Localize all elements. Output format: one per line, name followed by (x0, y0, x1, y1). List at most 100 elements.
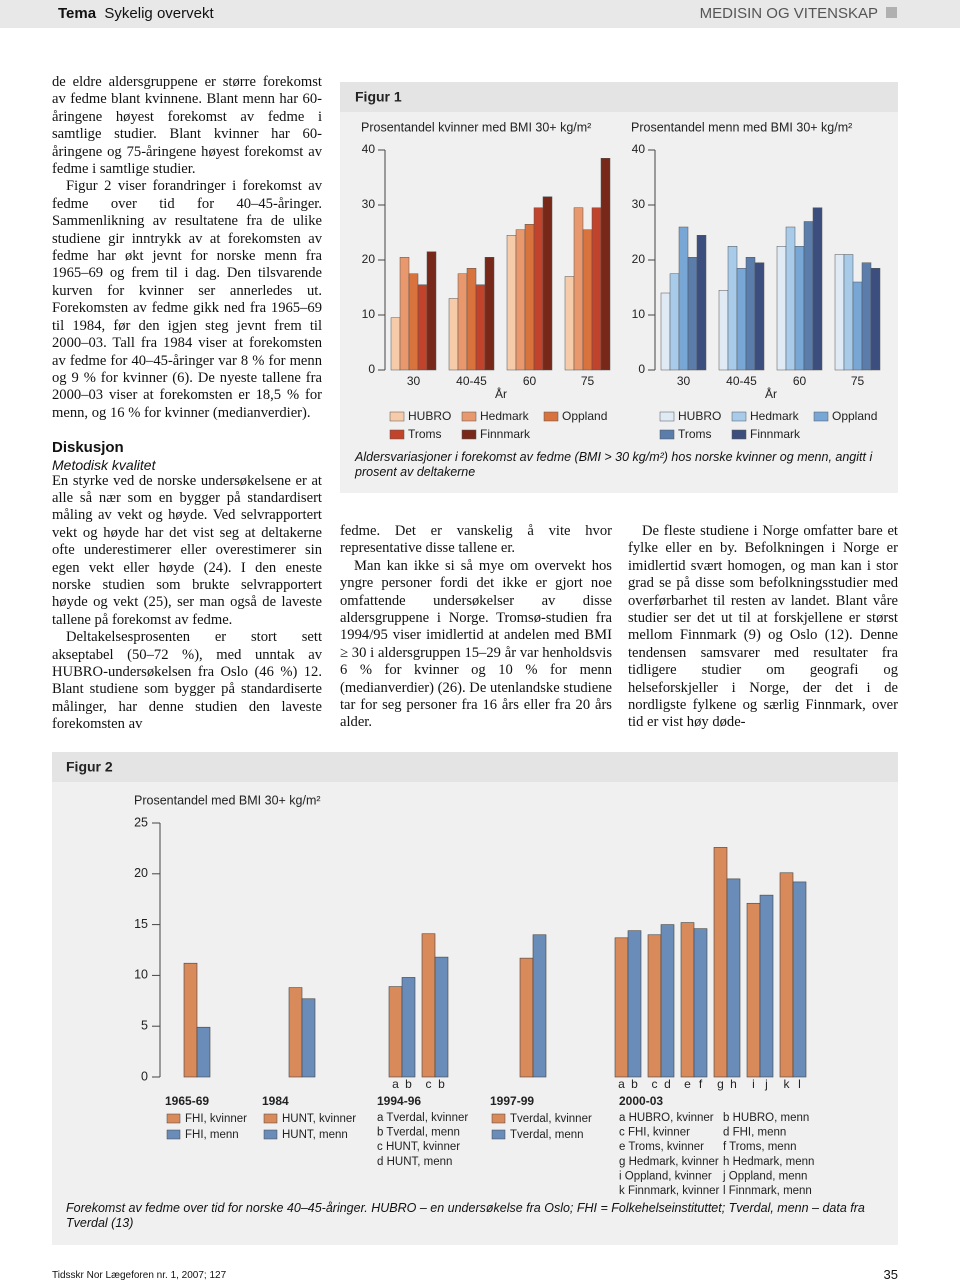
bar-letter: l (798, 1077, 801, 1091)
x-axis-label: År (495, 386, 507, 401)
legend-label: b Tverdal, menn (377, 1127, 460, 1139)
figure2-label: Figur 2 (66, 759, 113, 775)
bar (693, 928, 708, 1078)
legend-label: c FHI, kvinner (619, 1127, 690, 1139)
y-tick-label: 25 (134, 815, 148, 829)
legend-swatch (166, 1113, 181, 1124)
bar (591, 207, 602, 371)
legend-swatch (263, 1129, 278, 1140)
bar (408, 273, 419, 371)
bar (532, 934, 547, 1078)
bar (564, 276, 575, 371)
bar (426, 251, 437, 371)
bar (776, 246, 787, 371)
legend-label: Finnmark (750, 427, 801, 441)
bar-letter: c (426, 1077, 432, 1091)
bar (614, 937, 629, 1078)
bar (484, 257, 495, 371)
figure2-caption: Forekomst av fedme over tid for norske 4… (66, 1201, 865, 1230)
legend-label: FHI, kvinner (185, 1113, 247, 1125)
bar (417, 284, 428, 371)
bar (696, 235, 707, 371)
legend-label: e Troms, kvinner (619, 1141, 704, 1153)
legend-label: Hedmark (750, 409, 800, 423)
y-tick-label: 30 (362, 197, 376, 211)
bar (390, 317, 401, 371)
heading: Diskusjon (52, 439, 124, 457)
bar (475, 284, 486, 371)
bar (582, 229, 593, 371)
y-tick-label: 5 (141, 1018, 148, 1032)
figure1-caption: Aldersvariasjoner i forekomst av fedme (… (355, 450, 873, 479)
legend-label: h Hedmark, menn (723, 1156, 814, 1168)
y-tick-label: 20 (362, 252, 376, 266)
bar (669, 273, 680, 371)
bar (746, 902, 761, 1078)
bar (457, 273, 468, 371)
topic: Sykelig overvekt (104, 5, 214, 22)
figure1-header (340, 82, 898, 112)
bar-letter: b (631, 1077, 638, 1091)
bar (573, 207, 584, 371)
y-tick-label: 0 (368, 362, 375, 376)
legend-label: Oppland (832, 409, 877, 423)
legend-swatch (461, 411, 477, 422)
bar (794, 246, 805, 371)
bar (736, 268, 747, 371)
paragraph: fedme. Det er vanskelig å vite hvor repr… (340, 523, 612, 557)
bar (519, 957, 534, 1078)
y-tick-label: 20 (134, 866, 148, 880)
bar (745, 257, 756, 371)
figure2-header (52, 752, 898, 782)
bar (533, 207, 544, 371)
y-tick-label: 15 (134, 917, 148, 931)
bar (515, 229, 526, 371)
chart-title: Prosentandel menn med BMI 30+ kg/m² (631, 120, 852, 134)
x-tick-label: 40-45 (456, 374, 487, 388)
legend-swatch (813, 411, 829, 422)
bar (627, 930, 642, 1078)
department: MEDISIN OG VITENSKAP (699, 5, 878, 22)
legend-label: l Finnmark, menn (723, 1185, 812, 1197)
page-number: 35 (883, 1267, 898, 1282)
legend-label: Oppland (562, 409, 607, 423)
legend-swatch (543, 411, 559, 422)
legend-label: i Oppland, kvinner (619, 1170, 712, 1182)
legend-label: Troms (678, 427, 712, 441)
bar-letter: h (730, 1077, 737, 1091)
header-left: Tema Sykelig overvekt (58, 5, 214, 22)
legend-label: HUBRO (678, 409, 721, 423)
bar-letter: g (717, 1077, 724, 1091)
legend-swatch (731, 411, 747, 422)
bar (861, 262, 872, 371)
legend-label: HUNT, menn (282, 1129, 348, 1141)
bar (727, 246, 738, 371)
bar (792, 881, 807, 1078)
legend-swatch (263, 1113, 278, 1124)
legend-label: g Hedmark, kvinner (619, 1156, 719, 1168)
bar (660, 924, 675, 1078)
paragraph: Deltakelsesprosenten er stort sett aksep… (52, 629, 322, 733)
legend-label: FHI, menn (185, 1129, 239, 1141)
bar (718, 290, 729, 371)
bar-letter: c (652, 1077, 658, 1091)
bar (421, 933, 436, 1078)
bar (852, 281, 863, 371)
bar (843, 254, 854, 371)
bar (713, 847, 728, 1078)
header-bar (0, 0, 960, 28)
paragraph: de eldre aldersgruppene er større foreko… (52, 74, 322, 178)
column3: De fleste studiene i Norge omfatter bare… (628, 523, 898, 732)
bar (434, 956, 449, 1078)
paragraph: En styrke ved de norske undersøkelsene e… (52, 472, 322, 628)
y-tick-label: 10 (362, 307, 376, 321)
legend-label: f Troms, menn (723, 1141, 797, 1153)
y-axis-label: Prosentandel med BMI 30+ kg/m² (134, 793, 321, 807)
legend-label: Finnmark (480, 427, 531, 441)
bar-letter: k (784, 1077, 791, 1091)
bar-letter: a (618, 1077, 625, 1091)
section: Tema (58, 5, 97, 22)
legend-label: a HUBRO, kvinner (619, 1112, 714, 1124)
